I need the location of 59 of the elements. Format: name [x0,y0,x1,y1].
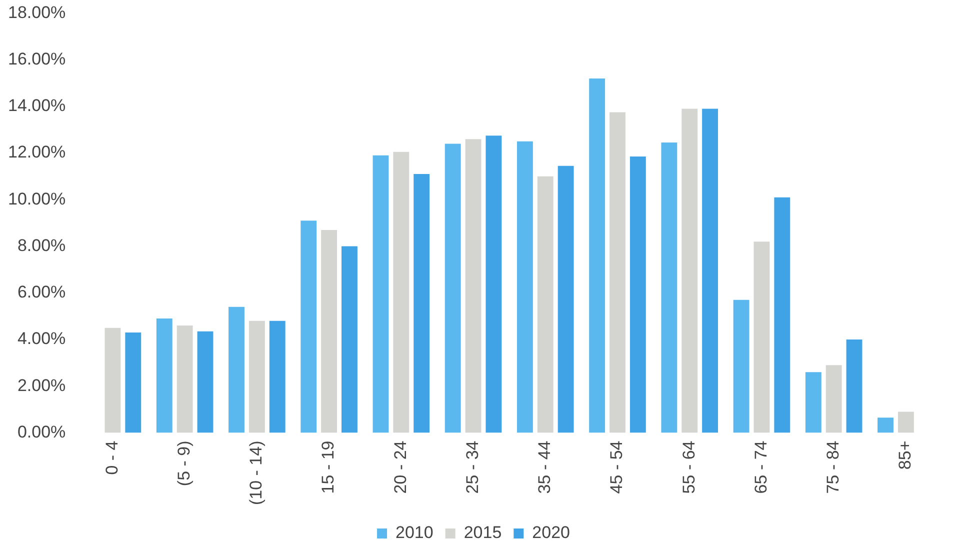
bar [176,326,193,433]
bar [630,156,646,433]
bar [156,318,172,433]
x-tick-label: 55 - 64 [679,440,698,494]
x-tick-label: 20 - 24 [390,440,410,494]
bar [878,418,894,433]
x-tick-label: 75 - 84 [824,440,843,494]
bar [898,412,914,433]
x-tick-label: 35 - 44 [535,440,554,494]
bar [589,78,606,433]
bar [610,112,626,433]
x-tick-label: 65 - 74 [751,440,770,494]
x-tick-label: 45 - 54 [607,440,626,494]
bar [537,176,554,433]
bar [558,166,574,433]
bar [682,108,698,433]
bar [321,230,338,433]
bar [805,372,822,433]
x-tick-label: (5 - 9) [174,440,194,486]
x-tick-label: 15 - 19 [318,440,338,494]
bar [754,242,770,433]
y-tick-label: 14.00% [8,96,66,116]
bar [444,144,461,433]
legend-label: 2010 [396,523,434,542]
bar [661,142,678,433]
x-tick-label: 85+ [896,440,915,470]
bar [846,340,862,433]
bar [486,136,502,433]
legend-label: 2015 [464,523,502,542]
bar [774,197,790,433]
legend-label: 2020 [532,523,570,542]
bar [465,139,482,433]
bar [342,246,358,433]
y-tick-label: 18.00% [8,2,66,22]
x-tick-label: 0 - 4 [102,440,122,475]
y-tick-label: 2.00% [17,376,66,395]
bar [826,365,842,433]
bar [414,174,430,433]
bar [248,320,265,433]
bar [228,306,244,433]
bar [393,152,410,433]
y-tick-label: 16.00% [8,50,66,69]
y-tick-label: 6.00% [17,282,66,302]
y-tick-label: 4.00% [17,329,66,348]
bar [702,108,718,433]
y-tick-label: 10.00% [8,189,66,208]
bar [516,141,533,433]
bar [104,328,121,433]
x-tick-label: (10 - 14) [246,440,266,505]
bar [733,300,750,433]
bar [300,220,317,433]
bar [372,155,389,433]
x-tick-label: 25 - 34 [462,440,482,494]
bar [125,332,142,433]
bar [197,331,214,433]
bar [269,320,286,433]
y-tick-label: 0.00% [17,422,66,442]
y-tick-label: 12.00% [8,142,66,162]
y-tick-label: 8.00% [17,236,66,255]
